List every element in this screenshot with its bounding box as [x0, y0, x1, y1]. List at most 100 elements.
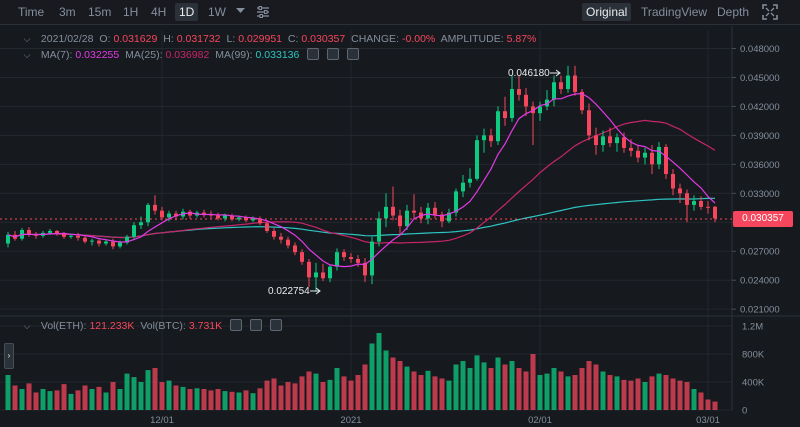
gear-icon[interactable]: [327, 48, 340, 61]
interval-3m[interactable]: 3m: [59, 5, 76, 19]
volume-bar: [54, 390, 60, 410]
volume-bar: [68, 393, 74, 410]
candle-body: [699, 201, 703, 207]
candle-body: [412, 210, 416, 213]
volume-bar: [278, 385, 284, 410]
candle-body: [496, 111, 500, 142]
volume-bar: [166, 380, 172, 410]
interval-1w[interactable]: 1W: [208, 5, 226, 19]
price-tick-label: 0.042000: [740, 102, 780, 113]
volume-bar: [341, 376, 347, 410]
candle-body: [377, 218, 381, 242]
candle-body: [118, 242, 122, 247]
volume-tick-label: 1.2M: [742, 322, 763, 333]
volume-bar: [418, 375, 424, 410]
view-original[interactable]: Original: [582, 3, 632, 21]
chevron-down-icon[interactable]: ⌵: [23, 50, 31, 60]
fullscreen-icon[interactable]: [762, 4, 778, 20]
volume-bar: [138, 382, 144, 410]
interval-1d[interactable]: 1D: [175, 3, 199, 21]
chevron-down-icon[interactable]: ⌵: [23, 34, 31, 44]
volume-bar: [12, 385, 18, 410]
candle-body: [300, 252, 304, 262]
volume-bar: [117, 389, 123, 410]
chart-grid: [0, 30, 732, 411]
volume-bar: [558, 371, 564, 410]
close-icon[interactable]: [347, 48, 360, 61]
ohlc-legend: ⌵ 2021/02/28 O: 0.031629 H: 0.031732 L: 0.0…: [0, 31, 539, 47]
view-tradingview[interactable]: TradingView: [641, 5, 708, 19]
candle-body: [629, 147, 633, 151]
ma7-line: [7, 92, 716, 268]
view-depth[interactable]: Depth: [717, 5, 750, 19]
volume-bar: [642, 382, 648, 410]
volume-bar: [299, 376, 305, 410]
candle-body: [580, 91, 584, 111]
candle-body: [237, 217, 241, 220]
candle-body: [664, 146, 668, 174]
collapse-icon[interactable]: ›: [4, 343, 14, 369]
candlesticks: [6, 65, 717, 292]
close-icon[interactable]: [269, 319, 282, 332]
candle-body: [104, 241, 108, 244]
candle-body: [153, 204, 157, 211]
interval-15m[interactable]: 15m: [88, 5, 112, 19]
ma99-value: 0.033136: [255, 49, 300, 61]
candle-body: [454, 191, 458, 213]
volume-bar: [187, 389, 193, 410]
gear-icon[interactable]: [249, 319, 262, 332]
candle-body: [314, 272, 318, 278]
candle-body: [97, 240, 101, 244]
candle-body: [573, 75, 577, 92]
candle-body: [62, 233, 66, 237]
volume-bar: [145, 370, 151, 410]
interval-time[interactable]: Time: [18, 5, 45, 19]
volume-bar: [201, 389, 207, 410]
candle-body: [216, 215, 220, 219]
time-tick-label: 2021: [340, 415, 361, 426]
candle-body: [76, 235, 80, 238]
volume-bar: [208, 390, 214, 410]
legend-o-value: 0.031629: [113, 33, 158, 45]
candle-body: [461, 182, 465, 192]
chevron-down-icon[interactable]: ⌵: [23, 321, 31, 331]
candle-body: [643, 152, 647, 158]
volume-bar: [257, 388, 263, 410]
volume-bar: [180, 386, 186, 410]
interval-4h[interactable]: 4H: [151, 5, 167, 19]
candle-body: [167, 213, 171, 218]
volume-bar: [194, 388, 200, 410]
candle-body: [398, 215, 402, 227]
candle-body: [251, 218, 255, 221]
volume-bar: [432, 376, 438, 410]
candle-body: [209, 214, 213, 216]
eye-icon[interactable]: [307, 48, 320, 61]
volume-tick-label: 400K: [742, 378, 765, 389]
time-tick-label: 02/01: [528, 415, 552, 426]
candle-body: [706, 206, 710, 208]
candle-body: [587, 110, 591, 136]
ma-legend: ⌵ MA(7): 0.032255 MA(25): 0.036982 MA(99):…: [0, 47, 362, 63]
eye-icon[interactable]: [230, 319, 243, 332]
volume-bar: [509, 361, 515, 410]
ma25-value: 0.036982: [165, 49, 210, 61]
vol-eth-label: Vol(ETH):: [40, 320, 87, 332]
settings-icon[interactable]: [256, 5, 270, 19]
candle-body: [307, 261, 311, 278]
vol-btc-label: Vol(BTC):: [140, 320, 186, 332]
volume-bar: [355, 375, 361, 410]
legend-h-value: 0.031732: [176, 33, 221, 45]
volume-bar: [271, 378, 277, 410]
candle-body: [230, 215, 234, 220]
volume-bar: [677, 380, 683, 410]
interval-1h[interactable]: 1H: [123, 5, 139, 19]
volume-bar: [292, 383, 298, 410]
dropdown-icon[interactable]: [236, 8, 245, 14]
volume-bar: [215, 389, 221, 410]
candle-body: [615, 137, 619, 144]
low-label: 0.022754: [268, 286, 310, 297]
volume-bar: [47, 391, 53, 410]
volume-bar: [516, 368, 522, 410]
volume-bar: [551, 368, 557, 410]
